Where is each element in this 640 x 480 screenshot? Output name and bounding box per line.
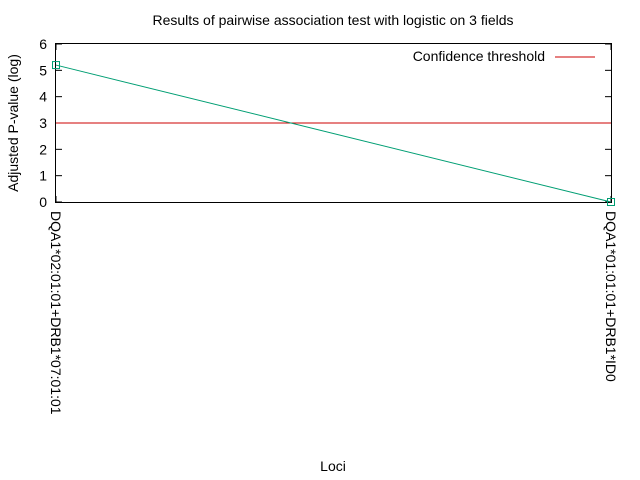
plot-frame	[55, 43, 612, 203]
y-axis-label: Adjusted P-value (log)	[5, 54, 21, 192]
legend-label: Confidence threshold	[413, 48, 545, 64]
y-tick-label: 0	[39, 194, 47, 210]
y-tick-label: 5	[39, 62, 47, 78]
y-tick-label: 3	[39, 115, 47, 131]
data-point	[607, 198, 615, 206]
y-axis: 0 1 2 3 4 5 6	[39, 36, 611, 210]
series-line	[55, 64, 612, 203]
y-tick-label: 2	[39, 141, 47, 157]
data-point	[52, 61, 60, 70]
x-tick-label: DQA1*02:01:01+DRB1*07:01:01	[48, 211, 64, 415]
x-axis-label: Loci	[320, 458, 346, 474]
x-tick-label: DQA1*01:01:01+DRB1*ID0	[603, 211, 619, 382]
y-tick-label: 4	[39, 89, 47, 105]
chart-title: Results of pairwise association test wit…	[152, 12, 513, 28]
legend: Confidence threshold	[413, 48, 595, 64]
y-tick-label: 6	[39, 36, 47, 52]
x-axis: DQA1*02:01:01+DRB1*07:01:01 DQA1*01:01:01…	[48, 44, 619, 415]
y-tick-label: 1	[39, 168, 47, 184]
plot-marks	[52, 61, 615, 206]
